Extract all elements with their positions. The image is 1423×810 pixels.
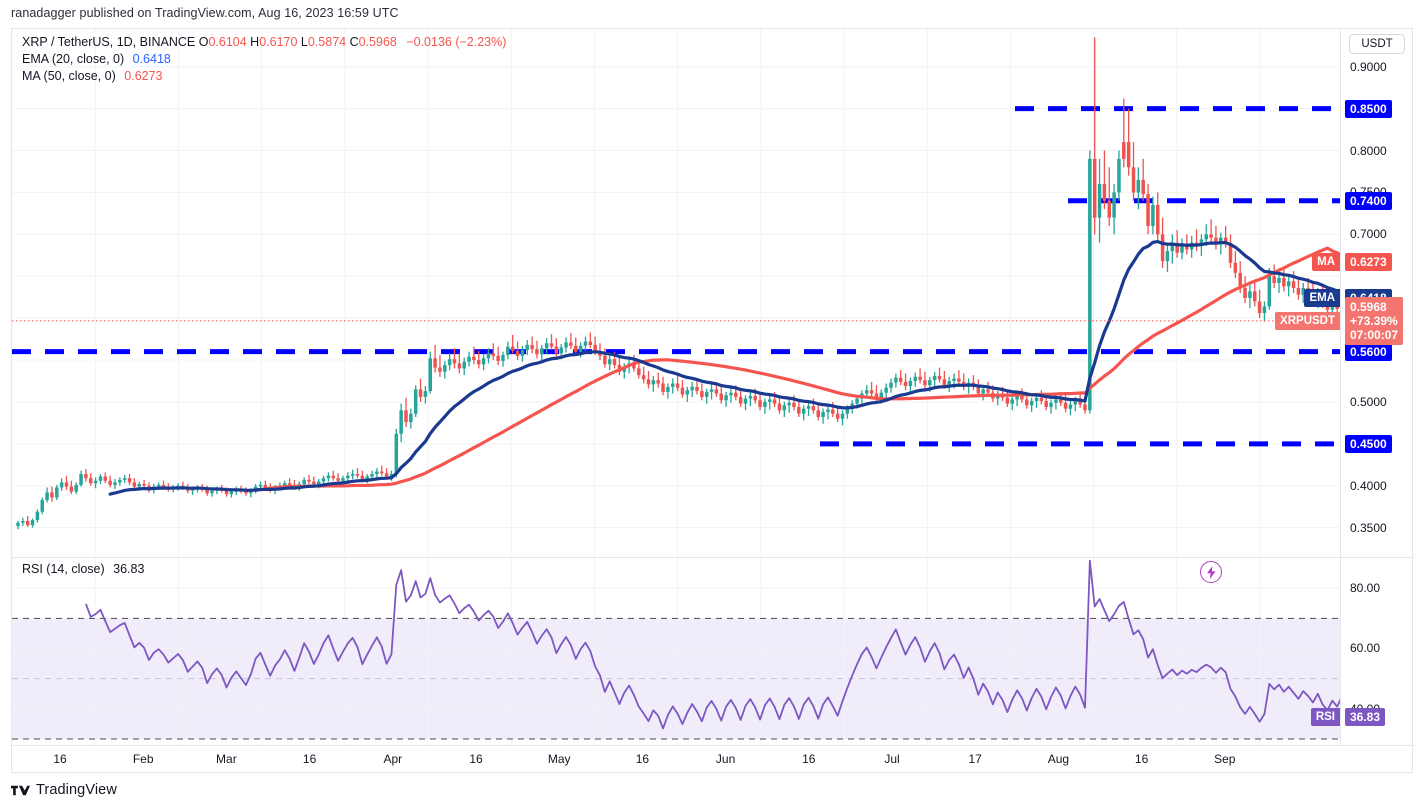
price-level-tag-0.5600[interactable]: 0.5600	[1345, 342, 1392, 361]
time-label-aug-12: Aug	[1047, 752, 1070, 766]
legend-o-label: O	[198, 35, 209, 49]
legend-h-label: H	[250, 35, 260, 49]
price-level-tag-0.8500[interactable]: 0.8500	[1345, 99, 1392, 118]
time-label-16-3: 16	[302, 752, 317, 766]
rsi-legend[interactable]: RSI (14, close) 36.83	[22, 562, 144, 576]
time-label-16-5: 16	[469, 752, 483, 766]
symbol-name-tag[interactable]: XRPUSDT	[1275, 311, 1340, 330]
bar-countdown: 07:00:07	[1350, 327, 1399, 342]
attribution-text: ranadagger published on TradingView.com,…	[11, 6, 399, 20]
rsi-legend-value: 36.83	[113, 562, 145, 576]
time-label-jun-8: Jun	[715, 752, 736, 766]
time-label-jul-10: Jul	[884, 752, 900, 766]
legend-ema-value: 0.6418	[132, 52, 171, 66]
lightning-bolt-icon[interactable]	[1200, 561, 1222, 583]
bolt-glyph-icon	[1206, 565, 1216, 579]
ma-value-tag[interactable]: 0.6273	[1345, 252, 1392, 271]
time-label-feb-1: Feb	[132, 752, 154, 766]
legend-ma-value: 0.6273	[124, 69, 163, 83]
legend-ma-name: MA (50, close, 0)	[22, 69, 116, 83]
chart-frame: XRP / TetherUS, 1D, BINANCE O0.6104 H0.6…	[11, 28, 1414, 773]
rsi-tick-80.00: 80.00	[1350, 581, 1381, 596]
time-axis[interactable]: 16 Feb Mar 16 Apr 16 May 16 Jun 16 Jul 17 Aug 16 Sep	[12, 745, 1414, 773]
tradingview-logo-icon	[11, 785, 30, 795]
time-label-16-0: 16	[53, 752, 67, 766]
legend-symbol-row[interactable]: XRP / TetherUS, 1D, BINANCE O0.6104 H0.6…	[22, 34, 506, 51]
rsi-legend-name: RSI (14, close)	[22, 562, 105, 576]
price-level-tag-0.7400[interactable]: 0.7400	[1345, 191, 1392, 210]
ema-name-tag[interactable]: EMA	[1304, 288, 1340, 307]
price-legend: XRP / TetherUS, 1D, BINANCE O0.6104 H0.6…	[22, 34, 506, 85]
legend-high: 0.6170	[259, 35, 298, 49]
rsi-name-tag[interactable]: RSI	[1310, 707, 1340, 726]
price-tick-0.9000: 0.9000	[1350, 59, 1387, 74]
legend-l-label: L	[300, 35, 308, 49]
time-label-sep-14: Sep	[1214, 752, 1236, 766]
legend-ema-name: EMA (20, close, 0)	[22, 52, 125, 66]
price-tick-0.5000: 0.5000	[1350, 394, 1387, 409]
time-label-16-7: 16	[635, 752, 650, 766]
legend-open: 0.6104	[208, 35, 247, 49]
price-pane[interactable]	[12, 29, 1342, 557]
legend-close: 0.5968	[358, 35, 397, 49]
legend-ema-row[interactable]: EMA (20, close, 0) 0.6418	[22, 51, 506, 68]
currency-chip[interactable]: USDT	[1349, 34, 1405, 54]
price-tick-0.8000: 0.8000	[1350, 143, 1387, 158]
legend-symbol: XRP / TetherUS, 1D, BINANCE	[22, 35, 196, 49]
axis-pane-divider	[1341, 557, 1413, 558]
last-price-change: +73.39%	[1350, 313, 1398, 328]
ma-name-tag[interactable]: MA	[1312, 252, 1340, 271]
time-label-16-9: 16	[802, 752, 816, 766]
price-axis[interactable]: USDT 0.90000.80000.75000.70000.50000.400…	[1340, 29, 1413, 745]
rsi-tick-60.00: 60.00	[1350, 641, 1381, 656]
price-tick-0.7000: 0.7000	[1350, 227, 1387, 242]
legend-ma-row[interactable]: MA (50, close, 0) 0.6273	[22, 68, 506, 85]
rsi-value-tag[interactable]: 36.83	[1345, 707, 1386, 726]
price-level-tag-0.4500[interactable]: 0.4500	[1345, 434, 1392, 453]
time-label-mar-2: Mar	[216, 752, 237, 766]
rsi-chart-canvas	[12, 558, 1342, 745]
legend-c-label: C	[349, 35, 359, 49]
footer-branding: TradingView	[11, 782, 117, 798]
price-tick-0.3500: 0.3500	[1350, 520, 1387, 535]
price-tick-0.4000: 0.4000	[1350, 478, 1387, 493]
pane-divider	[12, 557, 1414, 558]
time-axis-divider	[12, 745, 1414, 746]
last-price-tag[interactable]: 0.5968 +73.39% 07:00:07	[1345, 296, 1404, 345]
time-label-may-6: May	[547, 752, 571, 766]
footer-brand-text: TradingView	[36, 782, 117, 798]
time-label-16-13: 16	[1134, 752, 1149, 766]
rsi-pane[interactable]	[12, 558, 1342, 745]
time-label-apr-4: Apr	[383, 752, 403, 766]
legend-change: −0.0136 (−2.23%)	[406, 35, 507, 49]
time-label-17-11: 17	[968, 752, 982, 766]
price-chart-canvas	[12, 29, 1342, 557]
last-price-value: 0.5968	[1350, 299, 1387, 314]
legend-low: 0.5874	[307, 35, 347, 49]
